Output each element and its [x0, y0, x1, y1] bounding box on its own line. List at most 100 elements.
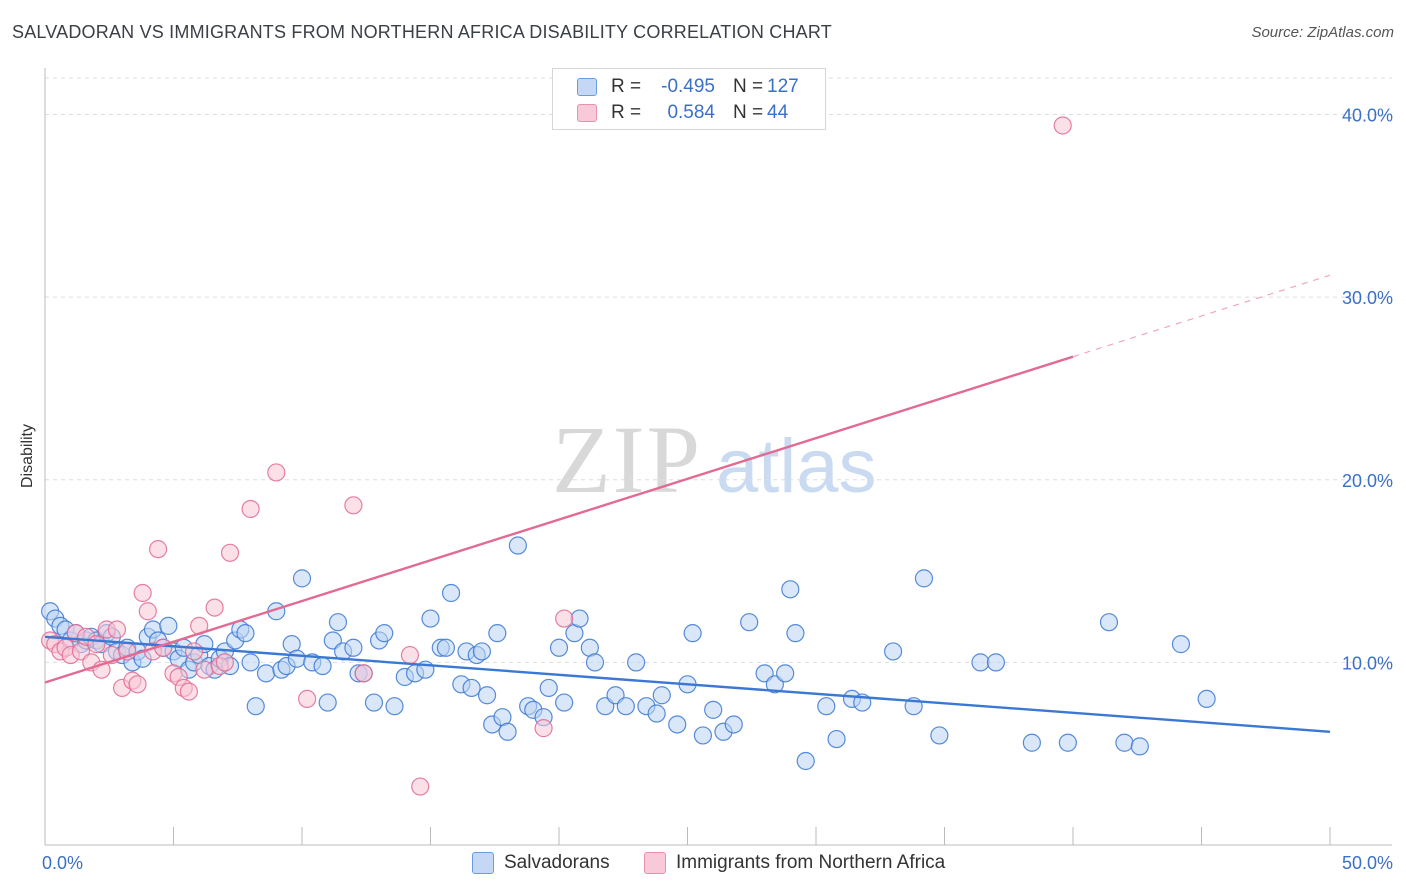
point-0-98 — [683, 624, 702, 643]
watermark-atlas: atlas — [716, 424, 877, 509]
point-1-18 — [133, 583, 152, 603]
point-0-86 — [570, 609, 589, 628]
point-1-32 — [215, 653, 234, 672]
point-0-99 — [693, 726, 713, 745]
point-0-64 — [421, 609, 440, 628]
trend-line-ext-1 — [1072, 274, 1331, 358]
point-0-106 — [776, 664, 795, 683]
point-1-19 — [138, 602, 157, 621]
point-1-40 — [411, 777, 430, 796]
point-1-43 — [1053, 116, 1072, 135]
point-0-50 — [318, 693, 337, 712]
point-0-66 — [436, 638, 456, 657]
legend-r-value: -0.495 — [661, 76, 715, 97]
point-0-82 — [539, 678, 558, 698]
point-0-109 — [796, 751, 815, 771]
point-0-103 — [740, 613, 759, 632]
point-0-96 — [668, 715, 687, 734]
point-0-78 — [508, 536, 527, 555]
legend-r-value: 0.584 — [667, 102, 715, 123]
legend-n-value: 44 — [767, 102, 789, 123]
legend-n-label: N = — [733, 76, 764, 97]
point-0-83 — [549, 638, 569, 657]
point-0-70 — [462, 678, 481, 698]
point-0-125 — [1171, 635, 1191, 654]
point-1-38 — [354, 664, 373, 683]
point-1-34 — [241, 499, 260, 519]
point-0-54 — [344, 638, 363, 657]
chart-title: SALVADORAN VS IMMIGRANTS FROM NORTHERN A… — [12, 22, 832, 42]
point-1-27 — [184, 642, 204, 661]
legend-swatch-salvadorans — [577, 78, 597, 96]
watermark-zip: ZIP — [552, 406, 702, 513]
trend-line-1 — [44, 355, 1074, 684]
bottom-legend-swatch-salvadorans — [472, 852, 494, 874]
point-0-72 — [472, 642, 491, 661]
point-0-77 — [498, 722, 517, 741]
point-0-47 — [292, 569, 312, 588]
correlation-legend: R = -0.495 N = 127 R = 0.584 N = 44 — [552, 68, 826, 130]
axes — [44, 68, 1392, 846]
point-0-59 — [375, 624, 394, 643]
point-1-39 — [400, 645, 420, 665]
point-0-111 — [827, 729, 846, 749]
point-0-40 — [246, 697, 265, 716]
x-tick-label-min: 0.0% — [42, 853, 83, 873]
point-0-102 — [724, 715, 743, 734]
point-1-13 — [107, 620, 127, 639]
watermark: ZIP atlas — [552, 406, 877, 513]
point-0-120 — [1022, 733, 1041, 752]
series-northern-africa — [41, 116, 1072, 796]
point-0-110 — [817, 697, 836, 716]
point-0-57 — [364, 693, 384, 712]
legend-r-label: R = — [611, 102, 642, 123]
point-0-118 — [971, 653, 990, 672]
y-tick-label-10: 10.0% — [1342, 653, 1393, 673]
point-0-100 — [704, 700, 723, 719]
legend-swatch-northern-africa — [577, 104, 597, 122]
point-1-35 — [267, 463, 286, 482]
point-0-114 — [883, 642, 903, 661]
point-1-41 — [534, 719, 553, 738]
point-0-121 — [1058, 733, 1077, 752]
point-0-46 — [287, 649, 306, 668]
point-0-123 — [1115, 733, 1134, 752]
point-0-116 — [914, 569, 934, 588]
point-0-119 — [986, 653, 1006, 672]
bottom-legend-label-salvadorans: Salvadorans — [504, 852, 610, 873]
trend-lines — [44, 274, 1331, 733]
point-0-95 — [652, 686, 671, 705]
grid-lines — [45, 77, 1392, 663]
bottom-legend-label-northern-africa: Immigrants from Northern Africa — [676, 852, 946, 873]
point-0-91 — [616, 697, 635, 716]
point-0-52 — [328, 613, 348, 632]
point-0-126 — [1197, 689, 1216, 709]
legend-n-label: N = — [733, 102, 764, 123]
series-salvadorans — [41, 536, 1216, 771]
point-0-88 — [585, 653, 605, 672]
point-1-17 — [128, 675, 147, 694]
point-1-30 — [205, 598, 224, 617]
bottom-legend-salvadorans: Salvadorans — [472, 852, 610, 874]
legend-r-label: R = — [611, 76, 642, 97]
point-0-41 — [256, 664, 276, 683]
trend-line-0 — [44, 635, 1331, 733]
point-0-49 — [313, 656, 332, 676]
point-0-124 — [1130, 737, 1149, 756]
point-0-84 — [555, 693, 574, 712]
legend-row-northern-africa: R = 0.584 N = 44 — [577, 101, 811, 125]
point-1-29 — [195, 660, 214, 679]
x-tick-label-max: 50.0% — [1342, 853, 1393, 873]
point-0-38 — [236, 624, 255, 643]
point-1-33 — [220, 543, 240, 562]
point-0-108 — [786, 624, 805, 643]
source-label: Source: ZipAtlas.com — [1251, 24, 1394, 41]
y-tick-label-20: 20.0% — [1342, 471, 1393, 491]
point-1-37 — [344, 496, 363, 515]
y-tick-label-40: 40.0% — [1342, 106, 1393, 126]
point-0-73 — [477, 686, 497, 705]
point-1-21 — [148, 540, 168, 559]
point-0-117 — [930, 726, 949, 745]
y-tick-labels: 10.0% 20.0% 30.0% 40.0% — [1342, 106, 1393, 674]
point-0-122 — [1099, 613, 1119, 632]
